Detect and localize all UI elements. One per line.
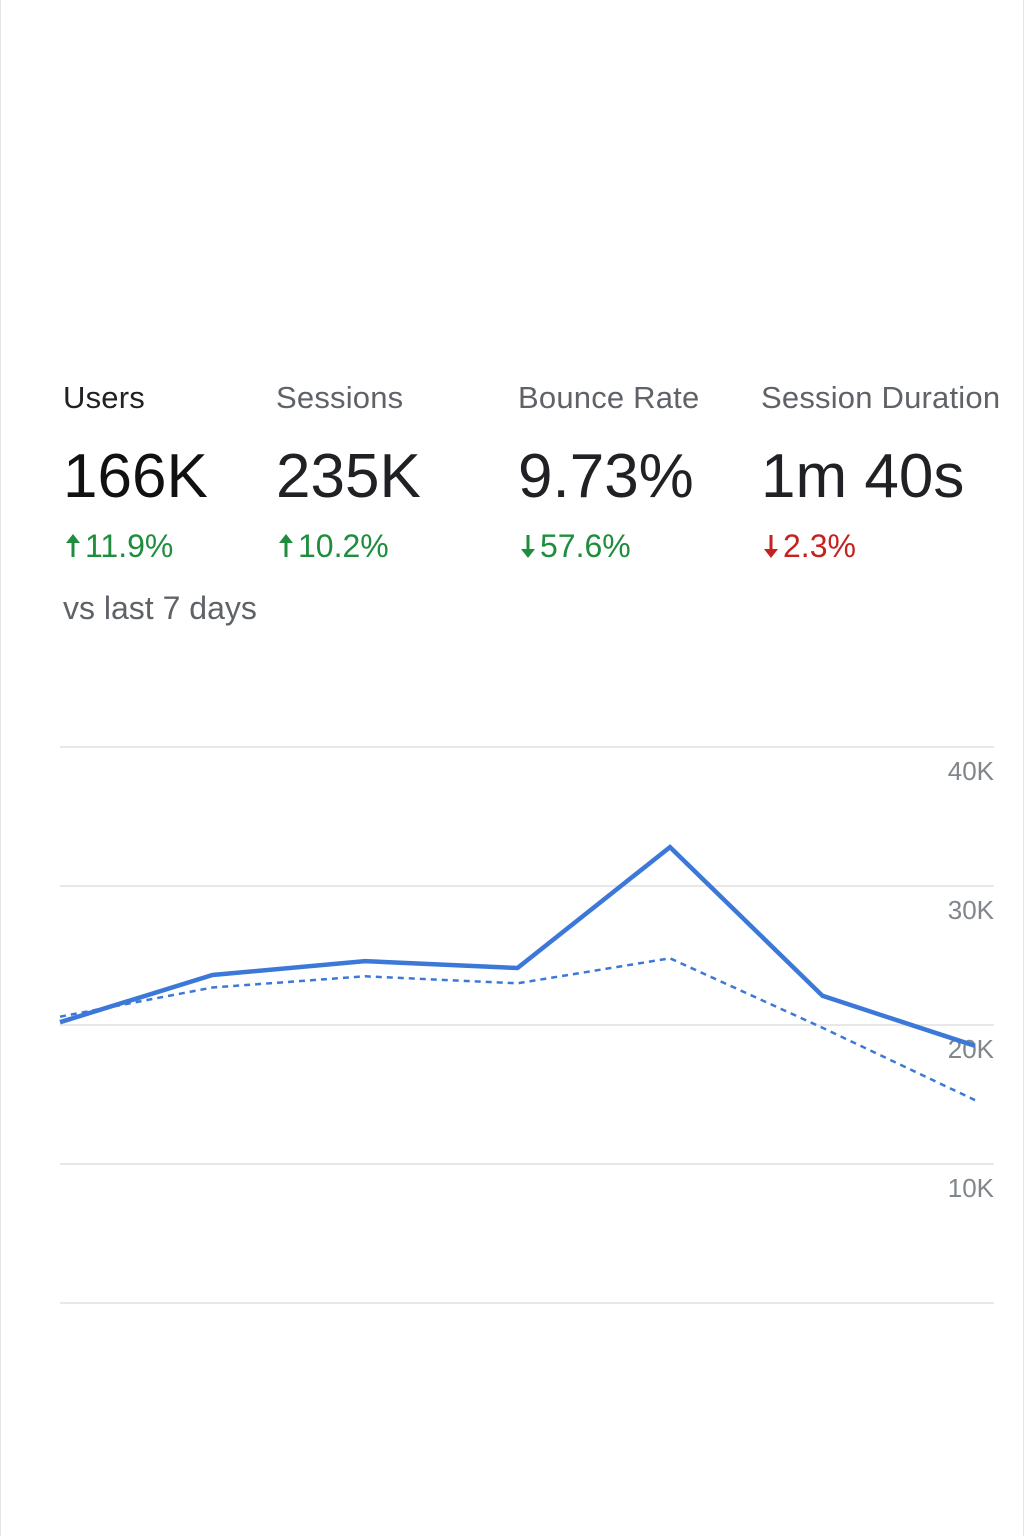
previous-period-point bbox=[972, 1097, 978, 1103]
metric-label: Session Duration bbox=[761, 380, 1001, 415]
metric-label: Sessions bbox=[276, 380, 404, 415]
previous-period-point bbox=[210, 984, 216, 990]
previous-period-point bbox=[515, 980, 521, 986]
metric-tab-session-duration[interactable]: Session Duration 1m 40s 2.3% bbox=[761, 376, 1011, 566]
metric-label: Users bbox=[63, 380, 145, 415]
current-period-point bbox=[972, 1043, 978, 1049]
metric-tab-bounce-rate[interactable]: Bounce Rate 9.73% 57.6% bbox=[518, 376, 768, 566]
current-period-point bbox=[210, 972, 216, 978]
metric-value: 9.73% bbox=[518, 442, 694, 511]
current-period-point bbox=[515, 965, 521, 971]
series-line-current-period bbox=[59, 844, 976, 1048]
metric-value: 1m 40s bbox=[761, 442, 965, 511]
metric-value: 166K bbox=[63, 442, 208, 511]
metric-delta-value: 11.9% bbox=[85, 528, 174, 564]
series-line-previous-period bbox=[59, 957, 976, 1102]
y-tick-label: 40K bbox=[948, 756, 995, 786]
comparison-period-note: vs last 7 days bbox=[63, 590, 257, 626]
line-chart: 10K 20K 30K 40K bbox=[0, 720, 1024, 1340]
metric-tab-sessions[interactable]: Sessions 235K 10.2% bbox=[276, 376, 526, 566]
metric-delta-value: 2.3% bbox=[783, 528, 856, 564]
metric-value: 235K bbox=[276, 442, 421, 511]
arrow-down-icon bbox=[764, 535, 778, 558]
metric-delta: 11.9% bbox=[63, 526, 313, 566]
metrics-row: Users 166K 11.9% Sessions 235K 10.2% Bou… bbox=[0, 376, 1024, 576]
current-period-point bbox=[362, 958, 368, 964]
metric-delta-value: 57.6% bbox=[540, 528, 631, 564]
previous-period-point bbox=[667, 955, 673, 961]
metric-delta: 2.3% bbox=[761, 526, 1011, 566]
arrow-down-icon bbox=[521, 535, 535, 558]
metric-label: Bounce Rate bbox=[518, 380, 700, 415]
previous-period-point bbox=[820, 1025, 826, 1031]
current-period-point bbox=[820, 993, 826, 999]
arrow-up-icon bbox=[66, 534, 80, 557]
metric-delta: 57.6% bbox=[518, 526, 768, 566]
frame-left-edge bbox=[0, 0, 1, 1536]
arrow-up-icon bbox=[279, 534, 293, 557]
y-tick-label: 10K bbox=[948, 1173, 995, 1203]
metric-delta: 10.2% bbox=[276, 526, 526, 566]
y-tick-label: 30K bbox=[948, 895, 995, 925]
current-period-point bbox=[57, 1019, 63, 1025]
previous-period-point bbox=[362, 973, 368, 979]
current-period-point bbox=[667, 844, 673, 850]
metric-delta-value: 10.2% bbox=[298, 528, 389, 564]
metric-tab-users[interactable]: Users 166K 11.9% bbox=[63, 376, 313, 566]
previous-period-point bbox=[57, 1014, 63, 1020]
